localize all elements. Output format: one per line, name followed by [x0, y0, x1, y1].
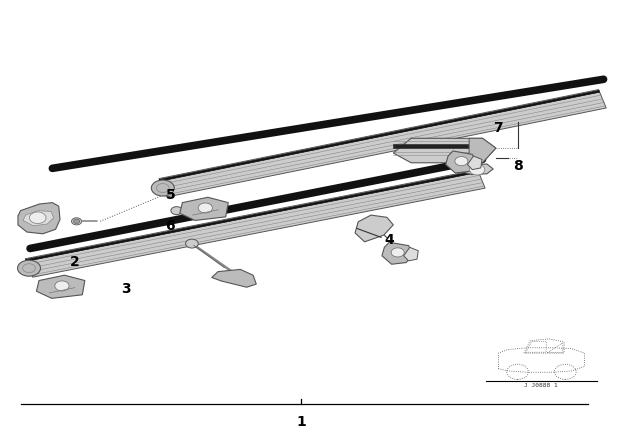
Polygon shape — [460, 164, 493, 175]
Polygon shape — [36, 275, 85, 298]
Polygon shape — [23, 211, 54, 226]
Circle shape — [74, 219, 80, 224]
Text: 1: 1 — [296, 415, 306, 429]
Circle shape — [470, 164, 484, 175]
Circle shape — [29, 212, 46, 224]
Circle shape — [391, 248, 404, 257]
Polygon shape — [394, 138, 496, 163]
Polygon shape — [382, 242, 413, 264]
Polygon shape — [159, 90, 606, 197]
Text: 5: 5 — [165, 188, 175, 202]
Polygon shape — [180, 197, 228, 220]
Polygon shape — [212, 269, 256, 287]
Text: 8: 8 — [513, 159, 522, 173]
Circle shape — [455, 156, 468, 166]
Circle shape — [72, 218, 82, 225]
Circle shape — [55, 281, 69, 291]
Polygon shape — [159, 90, 600, 181]
Circle shape — [186, 239, 198, 248]
Polygon shape — [18, 202, 60, 234]
Text: J J0888 1: J J0888 1 — [524, 383, 558, 388]
Text: 3: 3 — [121, 281, 131, 296]
Polygon shape — [445, 151, 477, 173]
Text: 4: 4 — [384, 233, 394, 247]
Polygon shape — [467, 156, 482, 170]
Polygon shape — [394, 144, 483, 147]
Polygon shape — [469, 138, 496, 163]
Circle shape — [17, 260, 40, 276]
Circle shape — [151, 180, 174, 196]
Text: 2: 2 — [70, 255, 79, 269]
Circle shape — [171, 207, 182, 215]
Polygon shape — [355, 215, 394, 242]
Circle shape — [198, 203, 212, 213]
Text: 6: 6 — [166, 219, 175, 233]
Text: 7: 7 — [493, 121, 503, 135]
Polygon shape — [26, 171, 479, 261]
Polygon shape — [404, 247, 419, 261]
Polygon shape — [25, 170, 485, 277]
